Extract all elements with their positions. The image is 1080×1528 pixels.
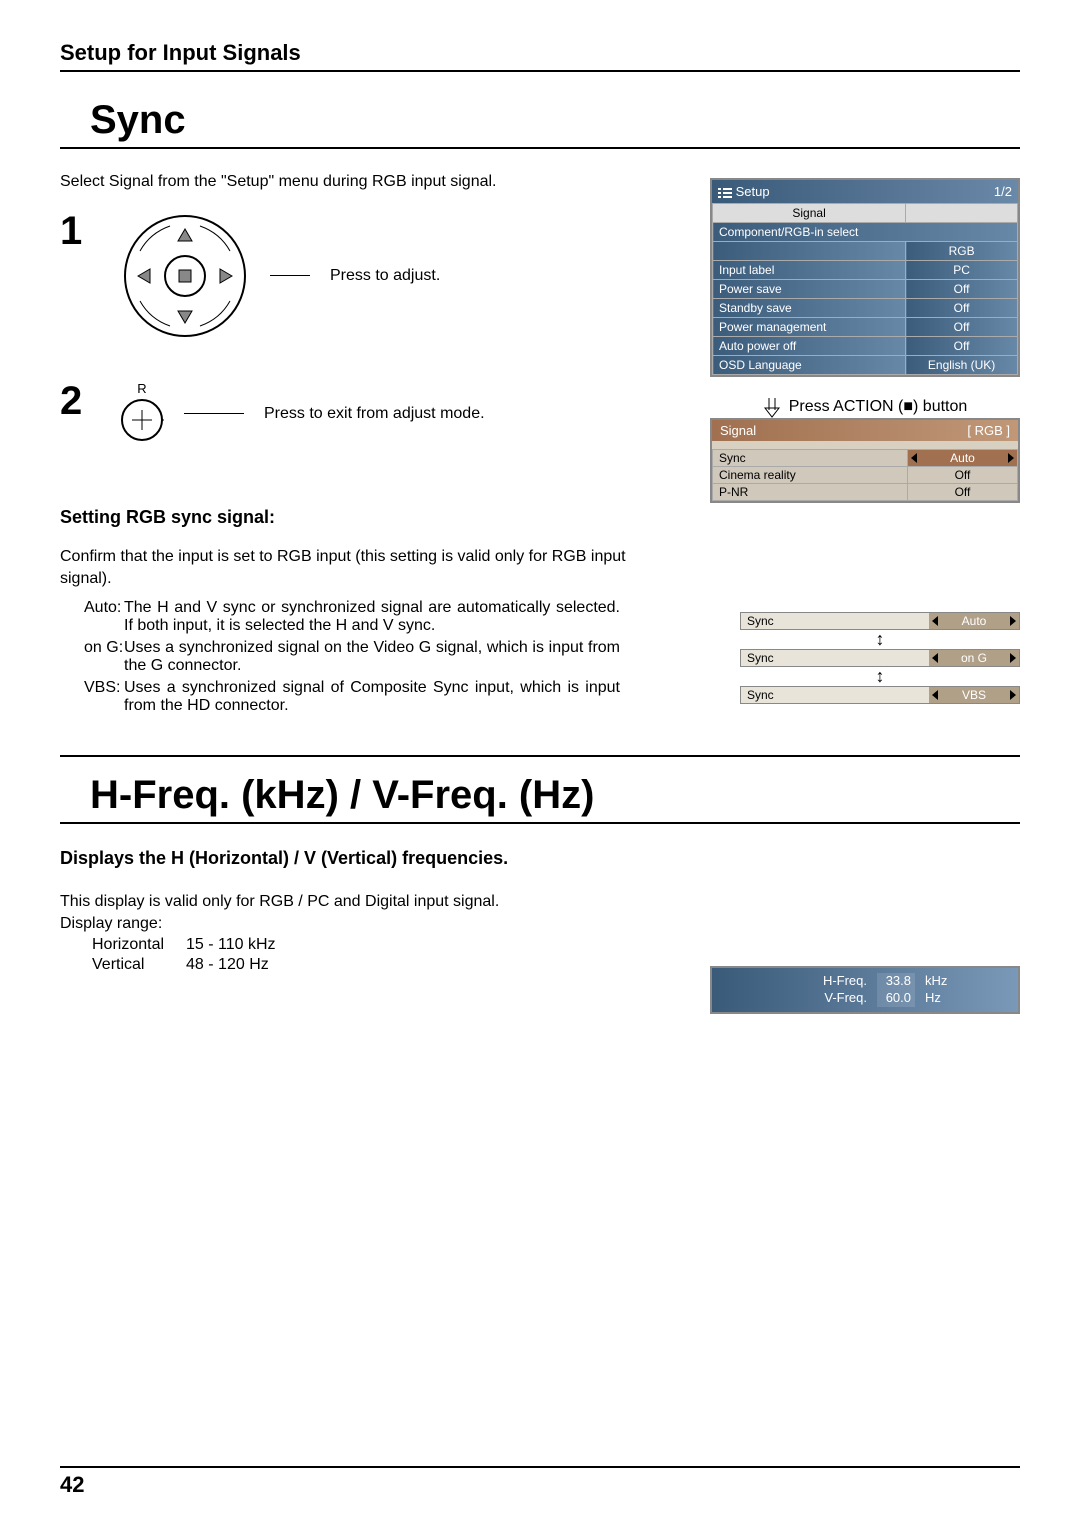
divider [60,755,1020,757]
setup-page: 1/2 [994,184,1012,199]
setup-row-signal: Signal [713,204,906,223]
signal-mode: [ RGB ] [967,423,1010,438]
signal-osd-panel: Signal [ RGB ] Sync Auto Cinema reality … [710,418,1020,503]
subhead-setting: Setting RGB sync signal: [60,507,1020,528]
setup-val-rgb: RGB [906,242,1018,261]
def-auto-text: The H and V sync or synchronized signal … [124,599,620,635]
range-table: Horizontal15 - 110 kHz Vertical48 - 120 … [90,934,298,976]
signal-val-sync: Auto [908,450,1018,467]
step1-caption: Press to adjust. [330,267,440,285]
setup-row-standby: Standby save [713,299,906,318]
hfreq-label: H-Freq. [812,973,867,990]
dpad-icon [120,211,250,341]
connector-line [184,413,244,415]
vfreq-unit: Hz [925,990,955,1007]
title-sync: Sync [60,98,1020,149]
setup-row-powersave: Power save [713,280,906,299]
step-number: 1 [60,211,120,251]
signal-title: Signal [720,423,756,438]
setup-osd-panel: Setup 1/2 Signal Component/RGB-in select… [710,178,1020,377]
signal-row-sync: Sync [713,450,908,467]
button-r-icon [120,398,164,442]
freq-osd-panel: H-Freq. 33.8 kHz V-Freq. 60.0 Hz [710,966,1020,1014]
def-ong-text: Uses a synchronized signal on the Video … [124,639,620,675]
def-ong-key: on G: [60,639,124,675]
vfreq-value: 60.0 [877,990,915,1007]
sync-option-ong: Sync on G [740,649,1020,667]
title-hfreq: H-Freq. (kHz) / V-Freq. (Hz) [60,773,1020,824]
page-header: Setup for Input Signals [60,40,1020,72]
def-vbs-text: Uses a synchronized signal of Composite … [124,679,620,715]
step-number: 2 [60,381,120,421]
action-instruction: Press ACTION (■) button [710,396,1020,418]
freq-body-b: Display range: [60,913,660,935]
page-number: 42 [60,1466,1020,1498]
setup-row-inputlabel: Input label [713,261,906,280]
updown-arrow-icon: ↕ [740,634,1020,645]
step2-caption: Press to exit from adjust mode. [264,405,485,423]
setup-title: Setup [718,184,770,199]
sync-option-vbs: Sync VBS [740,686,1020,704]
sync-options-list: Sync Auto ↕ Sync on G ↕ Sync VBS [740,612,1020,704]
signal-row-pnr: P-NR [713,484,908,501]
updown-arrow-icon: ↕ [740,671,1020,682]
hfreq-unit: kHz [925,973,955,990]
setup-row-powermgmt: Power management [713,318,906,337]
signal-row-cinema: Cinema reality [713,467,908,484]
setup-row-autopower: Auto power off [713,337,906,356]
freq-body-a: This display is valid only for RGB / PC … [60,891,760,913]
setup-row-component: Component/RGB-in select [713,223,1018,242]
setup-row-osdlang: OSD Language [713,356,906,375]
connector-line [270,275,310,277]
r-label: R [120,381,164,396]
confirm-text: Confirm that the input is set to RGB inp… [60,546,660,589]
def-auto-key: Auto: [60,599,124,635]
vfreq-label: V-Freq. [812,990,867,1007]
def-vbs-key: VBS: [60,679,124,715]
sync-option-auto: Sync Auto [740,612,1020,630]
hfreq-value: 33.8 [877,973,915,990]
down-arrow-icon [763,396,781,418]
subhead-displays: Displays the H (Horizontal) / V (Vertica… [60,848,1020,869]
menu-icon [718,187,732,199]
